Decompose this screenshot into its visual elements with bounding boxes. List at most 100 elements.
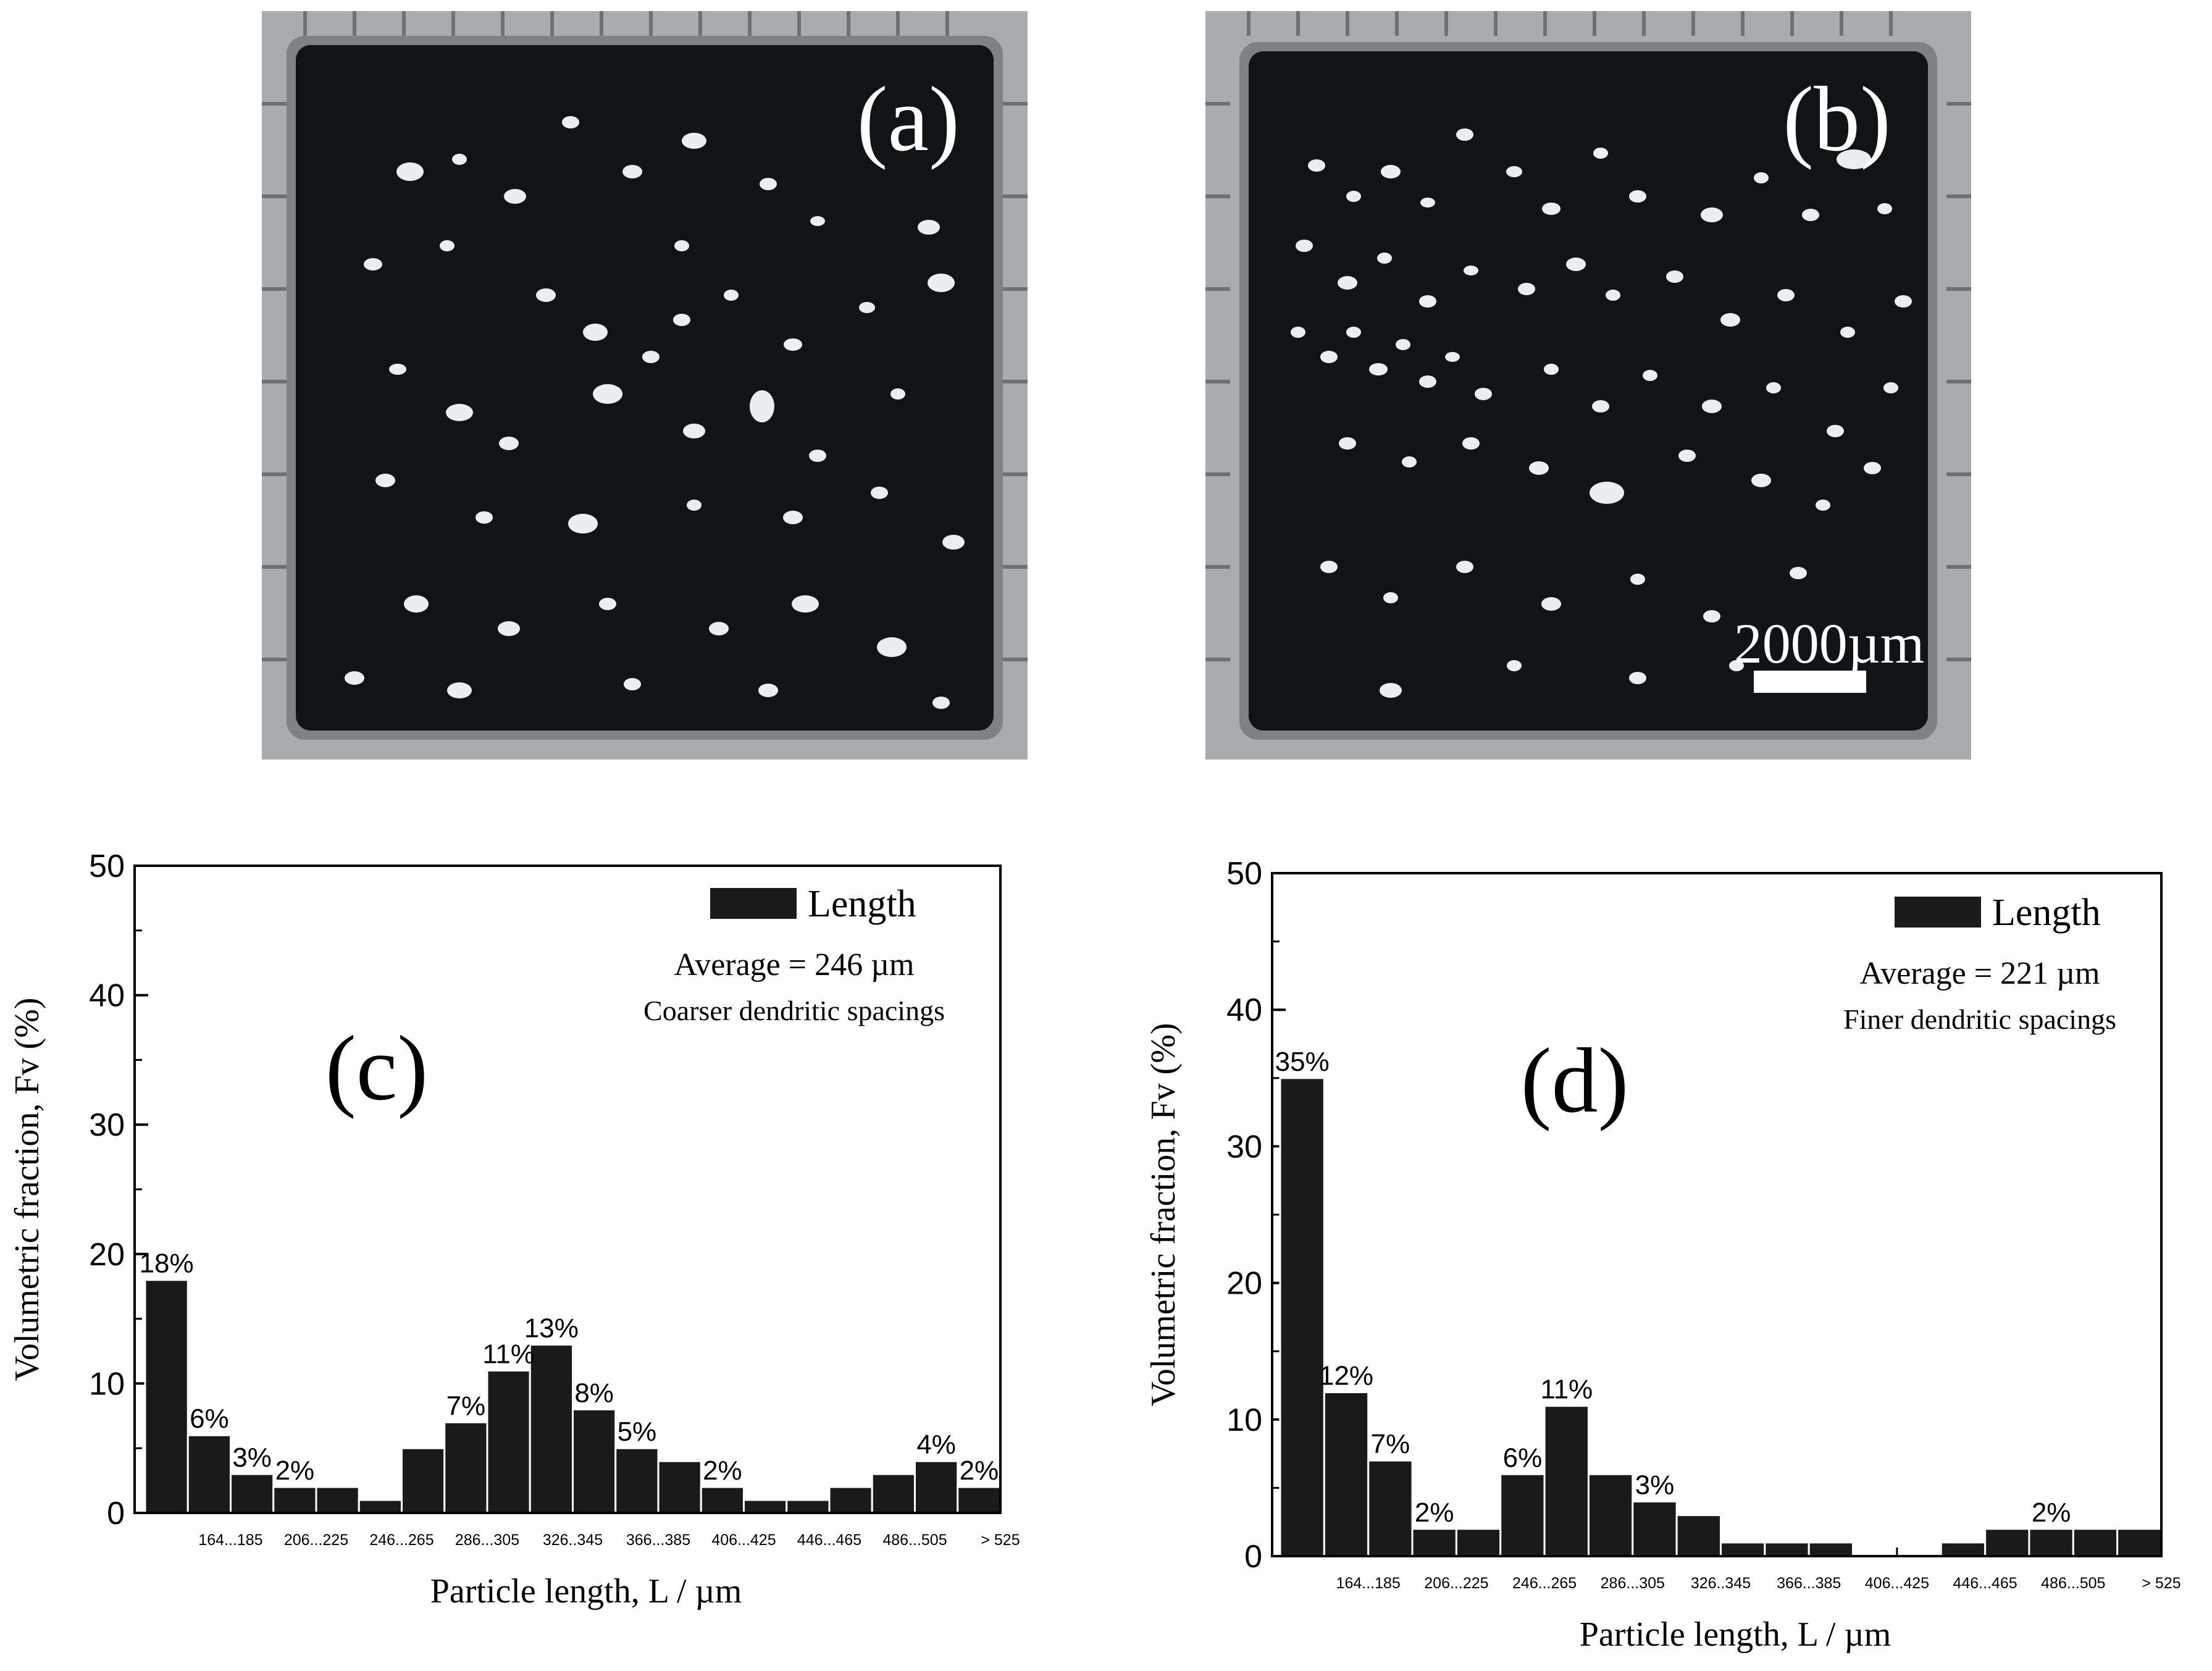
y-tick-label-c-3: 30 [89,1107,125,1143]
x-axis-ticks-d: 164...185 206...225 246...265 286...305 326.… [1323,1547,2181,1592]
data-label-c-11: 5% [618,1417,657,1447]
data-label-d-0: 35% [1275,1047,1330,1077]
y-tick-label-d-3: 30 [1226,1129,1262,1165]
bar-d-5 [1499,1473,1546,1557]
plot-frame-c [133,865,1002,1514]
x-tick-label-c-15: 446...465 [797,1531,861,1549]
bar-d-18 [2072,1528,2119,1557]
x-tick-label-d-3: 206...225 [1424,1575,1488,1592]
bar-d-4 [1455,1528,1502,1557]
x-tick-label-d-1: 164...185 [1336,1575,1401,1592]
bar-d-15 [1940,1541,1987,1557]
x-tick-label-c-11: 366...385 [626,1531,690,1549]
panel-label-c: (c) [325,1017,428,1120]
particles-a [345,116,965,709]
particles-b [1291,128,1912,698]
x-tick-label-d-19: > 525 [2142,1575,2181,1592]
legend-swatch-c [710,888,797,919]
y-tick-label-c-0: 0 [107,1496,125,1531]
bar-c-18 [914,1460,959,1514]
grid-tick-marks-b [1205,11,1971,661]
data-label-c-7: 7% [446,1391,486,1421]
data-label-c-1: 6% [190,1404,229,1434]
bars-c [144,1279,1002,1514]
bar-c-2 [230,1473,275,1514]
y-axis-label-c: Volumetric fraction, Fv (%) [8,997,46,1381]
photo-label-a: (a) [857,68,960,170]
x-tick-label-d-5: 246...265 [1512,1575,1577,1592]
y-axis-ticks-d: 0 10 20 30 40 50 [1226,856,1286,1575]
bar-c-13 [700,1486,745,1514]
x-tick-label-c-7: 286...305 [455,1531,519,1549]
y-axis-ticks-c: 0 10 20 30 40 50 [89,848,148,1531]
x-tick-label-d-13: 406...425 [1865,1575,1929,1592]
bar-c-1 [186,1434,232,1514]
bar-c-5 [358,1499,403,1514]
x-tick-label-d-7: 286...305 [1601,1575,1665,1592]
bar-c-14 [743,1499,788,1514]
data-label-d-5: 6% [1503,1443,1543,1473]
scale-bar [1754,671,1866,693]
bars-d [1279,1077,2163,1557]
x-tick-label-c-19: > 525 [981,1531,1020,1549]
y-tick-label-d-2: 20 [1226,1266,1262,1302]
x-axis-label-d: Particle length, L / µm [1580,1615,1892,1654]
y-tick-label-d-4: 40 [1226,992,1262,1028]
data-label-c-0: 18% [140,1249,194,1279]
x-tick-label-d-11: 366...385 [1777,1575,1841,1592]
bar-c-17 [871,1473,916,1514]
x-tick-label-c-13: 406...425 [711,1531,776,1549]
x-tick-label-c-5: 246...265 [369,1531,434,1549]
data-label-d-2: 7% [1371,1429,1410,1459]
x-tick-label-d-9: 326..345 [1691,1575,1751,1592]
panel-label-d: (d) [1521,1029,1629,1132]
y-tick-label-d-1: 10 [1226,1402,1262,1438]
bar-c-8 [486,1369,531,1514]
bar-c-19 [957,1486,1002,1514]
data-label-c-10: 8% [574,1378,614,1408]
data-label-c-2: 3% [232,1443,272,1473]
y-tick-label-d-5: 50 [1226,856,1262,892]
y-tick-label-c-1: 10 [89,1366,125,1402]
bar-c-9 [529,1344,574,1514]
y-axis-label-d: Volumetric fraction, Fv (%) [1144,1023,1183,1406]
bar-chart-c: 0 10 20 30 40 50 164...185 206...225 246...265 2… [8,848,1020,1610]
legend-note-c: Coarser dendritic spacings [643,995,945,1026]
grid-tick-marks-a [262,11,1028,661]
bar-d-17 [2028,1528,2074,1557]
x-tick-label-d-17: 486...505 [2041,1575,2105,1592]
data-label-c-13: 2% [703,1455,742,1486]
data-labels-d: 35% 12% 7% 2% 6% 11% 3% 2% [1275,1047,2071,1528]
y-tick-label-d-0: 0 [1244,1539,1262,1575]
data-label-c-19: 2% [960,1455,999,1486]
bar-d-1 [1323,1391,1370,1557]
bar-c-6 [401,1447,446,1514]
legend-average-d: Average = 221 µm [1860,956,2100,991]
x-tick-label-c-9: 326..345 [543,1531,603,1549]
sample-photo-a: (a) [262,11,1028,760]
bar-d-11 [1764,1541,1810,1557]
data-label-d-6: 11% [1540,1375,1593,1405]
bar-c-10 [572,1408,617,1514]
y-tick-label-c-4: 40 [89,978,125,1014]
data-label-d-17: 2% [2032,1497,2071,1528]
legend-swatch-d [1895,897,1981,928]
data-label-d-8: 3% [1635,1470,1675,1501]
bar-d-2 [1367,1459,1414,1557]
bar-chart-d: 0 10 20 30 40 50 164...185 206...225 246...265 2… [1144,856,2181,1654]
data-label-c-9: 13% [524,1313,579,1344]
data-label-c-3: 2% [275,1455,315,1486]
bar-d-7 [1587,1473,1634,1557]
bar-d-6 [1543,1405,1590,1557]
bar-c-7 [443,1421,488,1514]
sample-photo-b: (b) 2000µm [1205,11,1971,760]
bar-d-12 [1808,1541,1854,1557]
y-tick-label-c-5: 50 [89,848,125,884]
bar-c-12 [657,1460,702,1514]
bar-d-0 [1279,1077,1325,1557]
photo-label-b: (b) [1783,68,1891,170]
data-labels-c: 18%6%3% 2%7%11%13%8%5%2%4%2% [140,1249,999,1486]
legend-entry-d: Length [1992,892,2101,934]
legend-note-d: Finer dendritic spacings [1843,1003,2116,1035]
x-tick-label-c-3: 206...225 [284,1531,348,1549]
